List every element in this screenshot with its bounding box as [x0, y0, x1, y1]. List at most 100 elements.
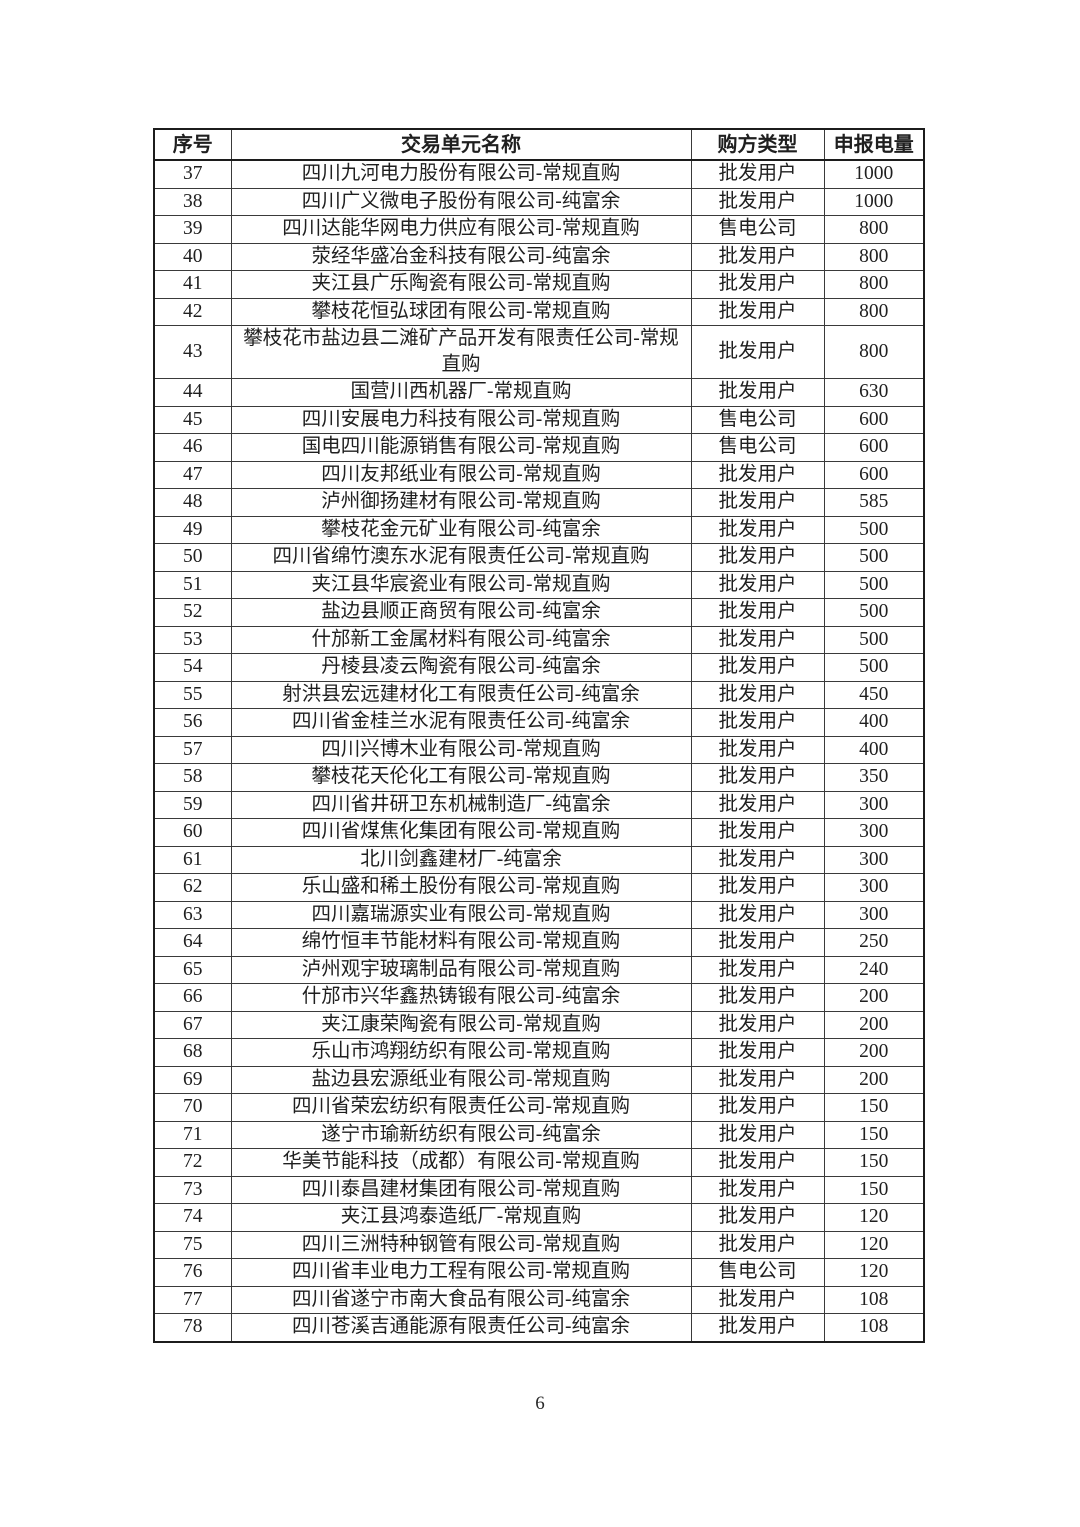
cell-buyer-type: 批发用户	[690, 900, 825, 929]
cell-index: 62	[153, 873, 232, 902]
cell-index: 40	[153, 242, 232, 271]
cell-index: 61	[153, 845, 232, 874]
cell-index: 75	[153, 1230, 232, 1259]
cell-buyer-type: 批发用户	[690, 159, 825, 189]
cell-volume: 1000	[823, 159, 925, 189]
cell-index: 37	[153, 159, 232, 189]
cell-volume: 600	[823, 405, 925, 434]
cell-index: 64	[153, 928, 232, 957]
table-row: 74 夹江县鸿泰造纸厂-常规直购 批发用户 120	[153, 1203, 925, 1232]
cell-buyer-type: 批发用户	[690, 488, 825, 517]
cell-unit-name: 泸州观宇玻璃制品有限公司-常规直购	[230, 955, 692, 984]
table-row: 57 四川兴博木业有限公司-常规直购 批发用户 400	[153, 735, 925, 764]
cell-unit-name: 乐山盛和稀土股份有限公司-常规直购	[230, 873, 692, 902]
table-header-row: 序号 交易单元名称 购方类型 申报电量	[153, 128, 925, 161]
cell-volume: 200	[823, 1065, 925, 1094]
cell-buyer-type: 批发用户	[690, 1203, 825, 1232]
column-header-buyer-type: 购方类型	[690, 128, 825, 161]
cell-index: 71	[153, 1120, 232, 1149]
cell-unit-name: 四川泰昌建材集团有限公司-常规直购	[230, 1175, 692, 1204]
table-row: 37 四川九河电力股份有限公司-常规直购 批发用户 1000	[153, 159, 925, 189]
cell-volume: 108	[823, 1285, 925, 1314]
cell-unit-name: 什邡市兴华鑫热铸锻有限公司-纯富余	[230, 983, 692, 1012]
table-row: 59 四川省井研卫东机械制造厂-纯富余 批发用户 300	[153, 790, 925, 819]
cell-index: 60	[153, 818, 232, 847]
cell-index: 44	[153, 378, 232, 407]
cell-volume: 450	[823, 680, 925, 709]
cell-buyer-type: 批发用户	[690, 873, 825, 902]
cell-unit-name: 盐边县宏源纸业有限公司-常规直购	[230, 1065, 692, 1094]
cell-buyer-type: 批发用户	[690, 735, 825, 764]
cell-unit-name: 夹江县华宸瓷业有限公司-常规直购	[230, 570, 692, 599]
cell-unit-name: 四川兴博木业有限公司-常规直购	[230, 735, 692, 764]
cell-unit-name: 攀枝花天伦化工有限公司-常规直购	[230, 763, 692, 792]
cell-unit-name: 丹棱县凌云陶瓷有限公司-纯富余	[230, 653, 692, 682]
cell-volume: 200	[823, 1038, 925, 1067]
cell-index: 77	[153, 1285, 232, 1314]
cell-index: 58	[153, 763, 232, 792]
cell-unit-name: 荥经华盛冶金科技有限公司-纯富余	[230, 242, 692, 271]
cell-volume: 250	[823, 928, 925, 957]
cell-unit-name: 四川嘉瑞源实业有限公司-常规直购	[230, 900, 692, 929]
cell-volume: 300	[823, 818, 925, 847]
cell-index: 48	[153, 488, 232, 517]
table-row: 42 攀枝花恒弘球团有限公司-常规直购 批发用户 800	[153, 297, 925, 326]
cell-index: 39	[153, 215, 232, 244]
cell-unit-name: 泸州御扬建材有限公司-常规直购	[230, 488, 692, 517]
cell-volume: 240	[823, 955, 925, 984]
cell-buyer-type: 批发用户	[690, 845, 825, 874]
table-row: 61 北川剑鑫建材厂-纯富余 批发用户 300	[153, 845, 925, 874]
cell-unit-name: 四川省绵竹澳东水泥有限责任公司-常规直购	[230, 543, 692, 572]
cell-volume: 800	[823, 242, 925, 271]
table-row: 53 什邡新工金属材料有限公司-纯富余 批发用户 500	[153, 625, 925, 654]
table-header: 序号 交易单元名称 购方类型 申报电量	[153, 128, 925, 161]
cell-unit-name: 攀枝花金元矿业有限公司-纯富余	[230, 515, 692, 544]
table-row: 76 四川省丰业电力工程有限公司-常规直购 售电公司 120	[153, 1258, 925, 1287]
table-row: 48 泸州御扬建材有限公司-常规直购 批发用户 585	[153, 488, 925, 517]
table-row: 54 丹棱县凌云陶瓷有限公司-纯富余 批发用户 500	[153, 653, 925, 682]
cell-volume: 200	[823, 1010, 925, 1039]
cell-buyer-type: 批发用户	[690, 1010, 825, 1039]
cell-buyer-type: 批发用户	[690, 460, 825, 489]
cell-unit-name: 国营川西机器厂-常规直购	[230, 378, 692, 407]
cell-index: 63	[153, 900, 232, 929]
cell-unit-name: 乐山市鸿翔纺织有限公司-常规直购	[230, 1038, 692, 1067]
cell-buyer-type: 批发用户	[690, 708, 825, 737]
table-row: 62 乐山盛和稀土股份有限公司-常规直购 批发用户 300	[153, 873, 925, 902]
cell-volume: 500	[823, 653, 925, 682]
cell-buyer-type: 批发用户	[690, 1148, 825, 1177]
column-header-unit-name: 交易单元名称	[230, 128, 692, 161]
cell-volume: 108	[823, 1313, 925, 1343]
table-row: 44 国营川西机器厂-常规直购 批发用户 630	[153, 378, 925, 407]
cell-index: 72	[153, 1148, 232, 1177]
cell-volume: 500	[823, 543, 925, 572]
cell-volume: 300	[823, 900, 925, 929]
cell-buyer-type: 批发用户	[690, 1093, 825, 1122]
table-row: 67 夹江康荣陶瓷有限公司-常规直购 批发用户 200	[153, 1010, 925, 1039]
table-row: 64 绵竹恒丰节能材料有限公司-常规直购 批发用户 250	[153, 928, 925, 957]
table-row: 65 泸州观宇玻璃制品有限公司-常规直购 批发用户 240	[153, 955, 925, 984]
cell-buyer-type: 售电公司	[690, 1258, 825, 1287]
cell-volume: 120	[823, 1230, 925, 1259]
table-row: 58 攀枝花天伦化工有限公司-常规直购 批发用户 350	[153, 763, 925, 792]
cell-volume: 120	[823, 1203, 925, 1232]
table-body: 37 四川九河电力股份有限公司-常规直购 批发用户 1000 38 四川广义微电子股份有限…	[153, 159, 925, 1343]
cell-unit-name: 四川苍溪吉通能源有限责任公司-纯富余	[230, 1313, 692, 1343]
cell-index: 53	[153, 625, 232, 654]
cell-volume: 800	[823, 325, 925, 379]
cell-buyer-type: 批发用户	[690, 983, 825, 1012]
cell-buyer-type: 售电公司	[690, 215, 825, 244]
cell-unit-name: 盐边县顺正商贸有限公司-纯富余	[230, 598, 692, 627]
cell-volume: 150	[823, 1175, 925, 1204]
cell-unit-name: 遂宁市瑜新纺织有限公司-纯富余	[230, 1120, 692, 1149]
cell-unit-name: 什邡新工金属材料有限公司-纯富余	[230, 625, 692, 654]
table-row: 66 什邡市兴华鑫热铸锻有限公司-纯富余 批发用户 200	[153, 983, 925, 1012]
cell-volume: 150	[823, 1148, 925, 1177]
cell-buyer-type: 售电公司	[690, 433, 825, 462]
cell-unit-name: 四川达能华网电力供应有限公司-常规直购	[230, 215, 692, 244]
cell-index: 50	[153, 543, 232, 572]
cell-volume: 300	[823, 790, 925, 819]
cell-volume: 500	[823, 625, 925, 654]
cell-index: 70	[153, 1093, 232, 1122]
table-row: 70 四川省荣宏纺织有限责任公司-常规直购 批发用户 150	[153, 1093, 925, 1122]
